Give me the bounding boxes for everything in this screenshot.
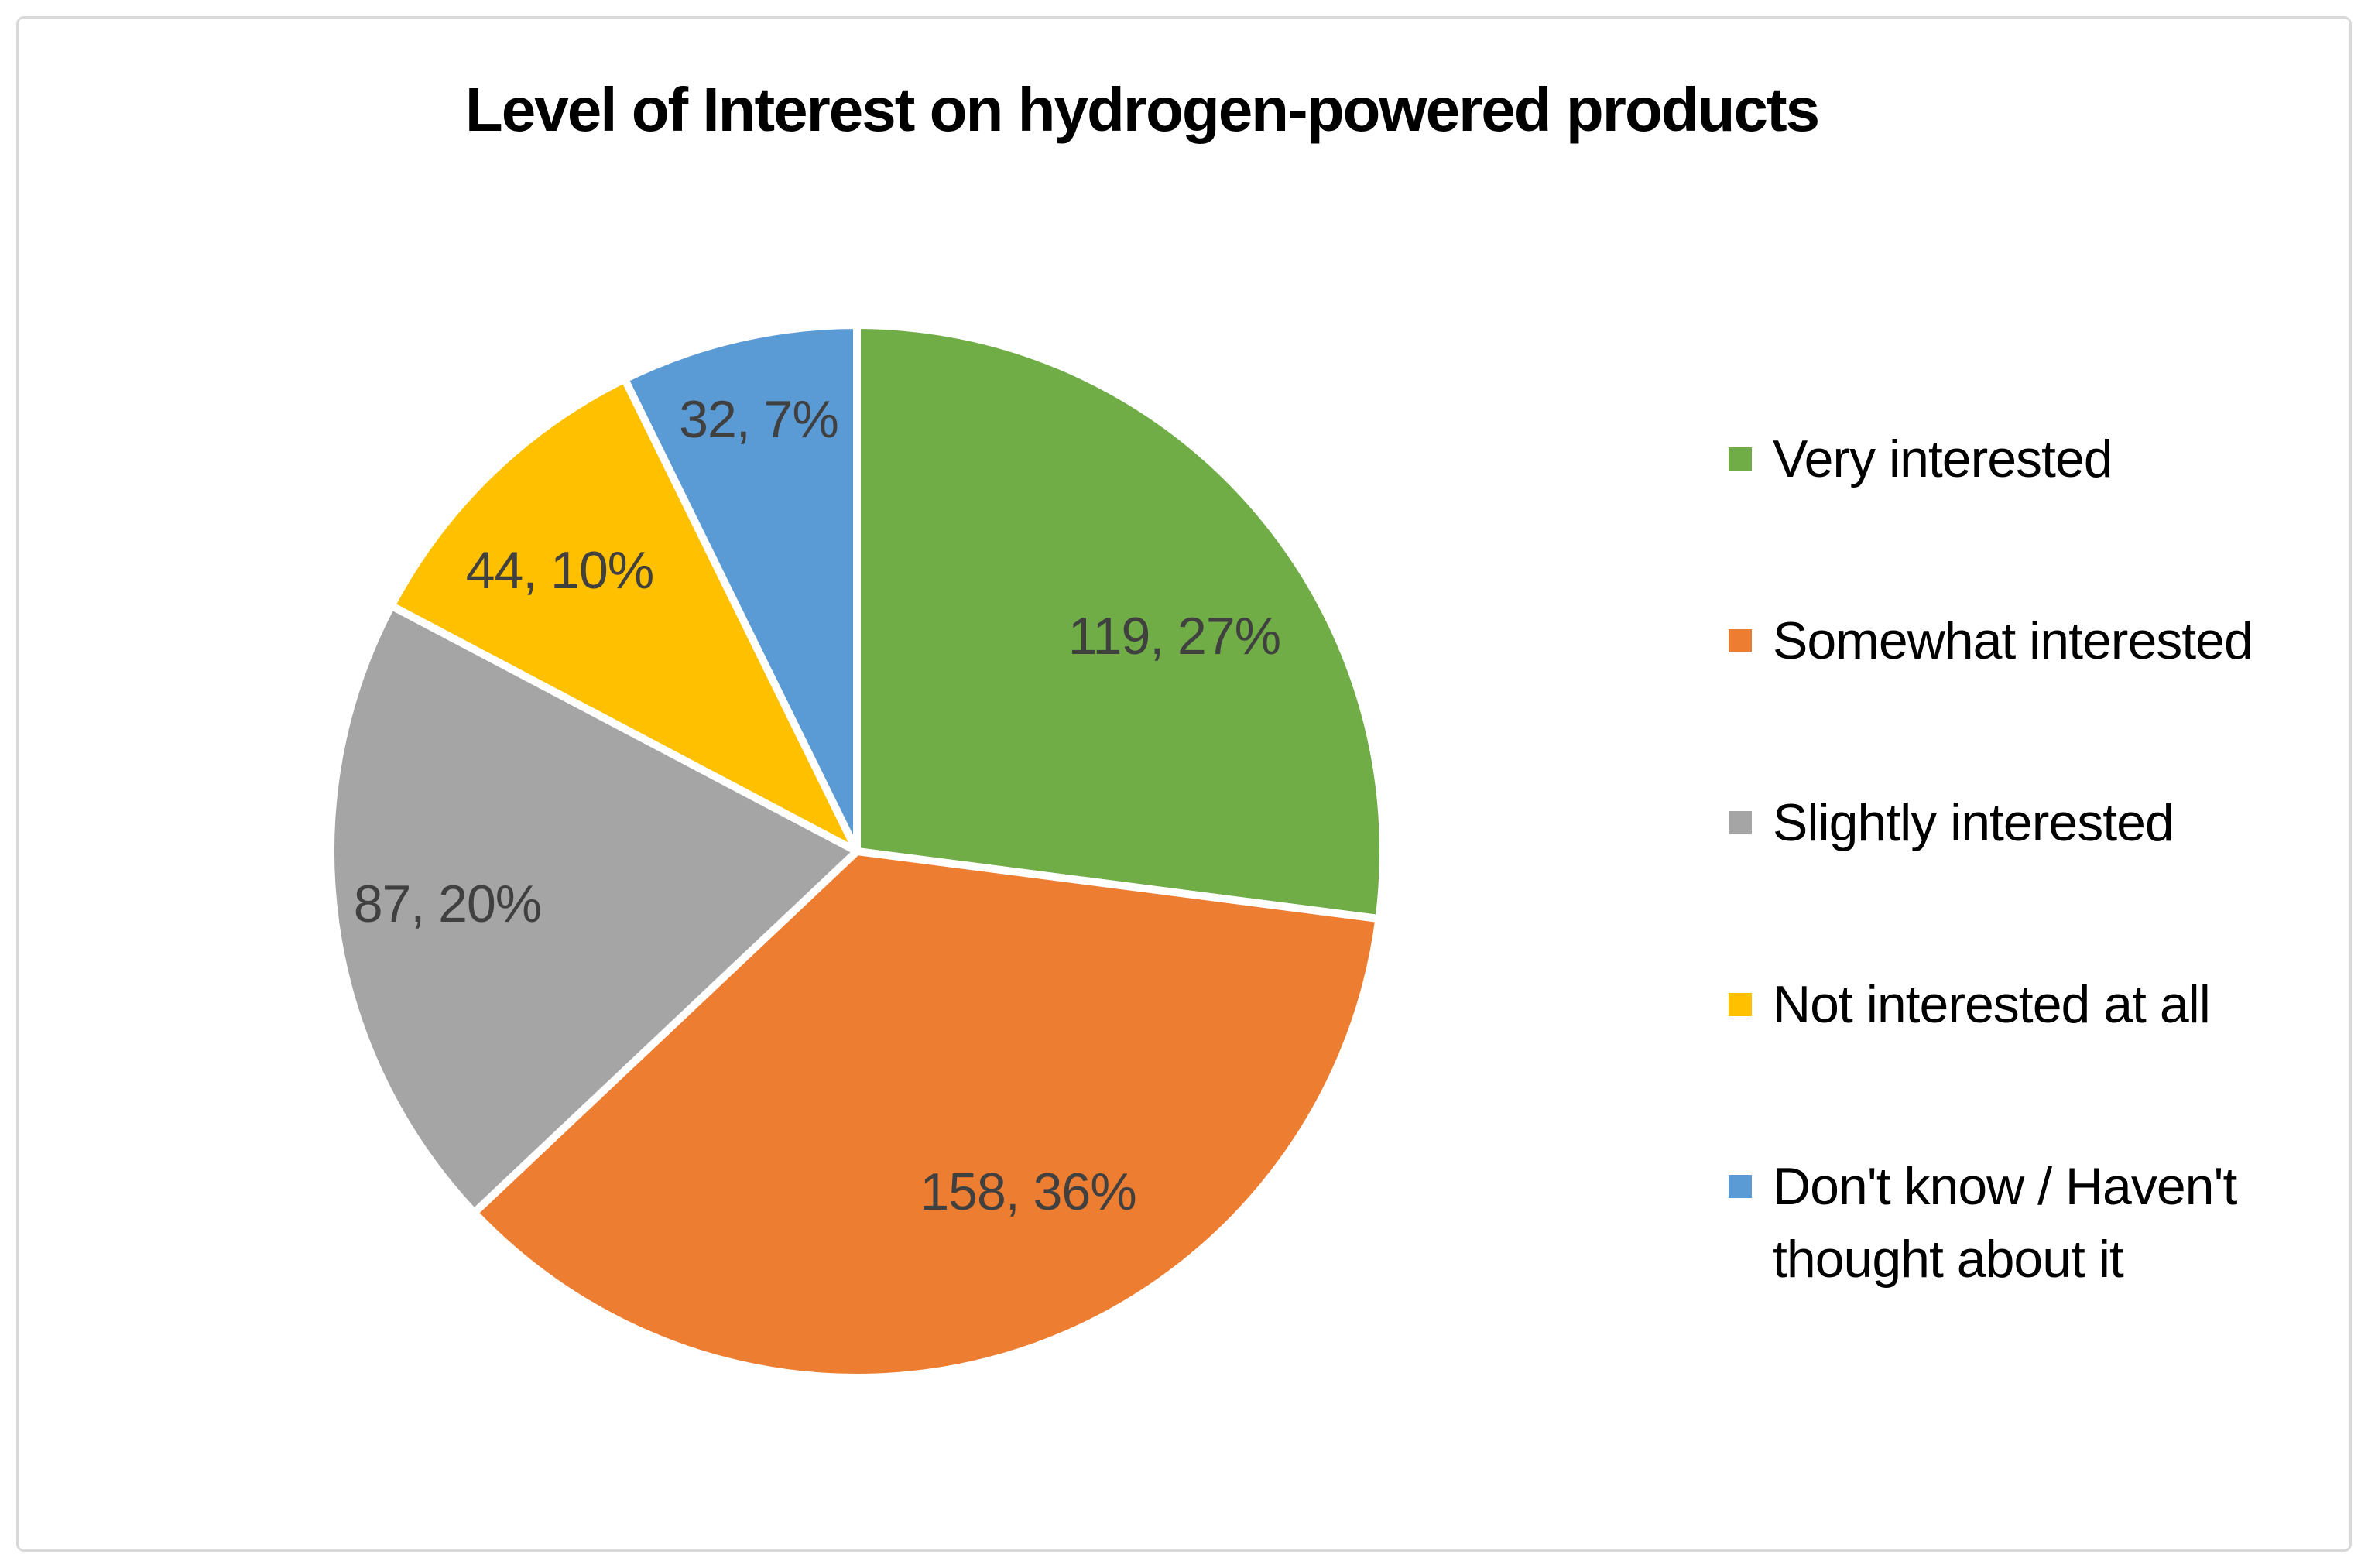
- chart-title: Level of Interest on hydrogen-powered pr…: [464, 75, 1820, 144]
- data-label-very-interested: 119, 27%: [1067, 607, 1281, 666]
- legend-item-very-interested: Very interested: [1729, 423, 2340, 495]
- data-label-not-interested-at-all: 44, 10%: [465, 541, 655, 600]
- data-label-don-t-know-haven-t-thought-about-it: 32, 7%: [679, 390, 839, 449]
- legend: Very interested Somewhat interested Slight…: [1729, 423, 2340, 1405]
- legend-swatch-icon: [1729, 447, 1752, 471]
- legend-label: Slightly interested: [1773, 793, 2174, 852]
- legend-item-slightly-interested: Slightly interested: [1729, 786, 2340, 859]
- legend-label: Somewhat interested: [1773, 611, 2253, 670]
- legend-item-not-interested-at-all: Not interested at all: [1729, 968, 2340, 1041]
- legend-swatch-icon: [1729, 993, 1752, 1016]
- chart-border-frame: [16, 16, 2352, 1552]
- legend-label: Very interested: [1773, 430, 2113, 488]
- legend-label: Not interested at all: [1773, 975, 2211, 1034]
- legend-swatch-icon: [1729, 1175, 1752, 1198]
- pie-slice-don-t-know-haven-t-thought-about-it: [620, 321, 861, 855]
- legend-item-don-t-know-haven-t-thought-about-it: Don't know / Haven't thought about it: [1729, 1150, 2340, 1296]
- pie-slice-slightly-interested: [327, 601, 861, 1217]
- legend-swatch-icon: [1729, 811, 1752, 834]
- pie-slice-somewhat-interested: [470, 847, 1383, 1381]
- data-label-somewhat-interested: 158, 36%: [920, 1162, 1136, 1221]
- legend-item-somewhat-interested: Somewhat interested: [1729, 604, 2340, 677]
- legend-label: Don't know / Haven't thought about it: [1773, 1157, 2237, 1289]
- legend-swatch-icon: [1729, 629, 1752, 652]
- pie-slice-very-interested: [853, 321, 1387, 923]
- pie-slice-not-interested-at-all: [387, 375, 861, 855]
- data-label-slightly-interested: 87, 20%: [353, 875, 543, 933]
